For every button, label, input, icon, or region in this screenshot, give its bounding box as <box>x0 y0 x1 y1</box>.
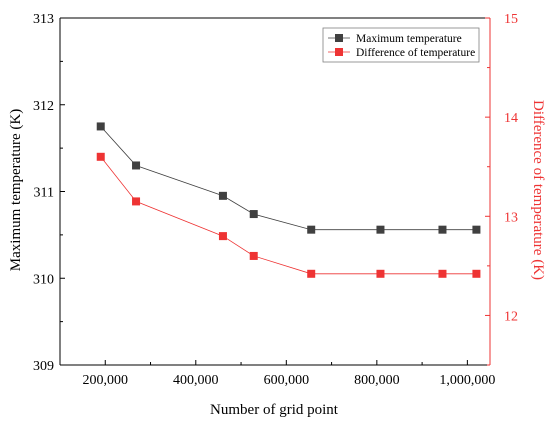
x-tick-label: 200,000 <box>83 373 129 388</box>
series-line-difference-of-temperature <box>100 156 477 275</box>
x-axis-title: Number of grid point <box>210 402 339 418</box>
data-point <box>249 210 258 219</box>
y-left-tick-label: 309 <box>33 359 54 374</box>
legend-box <box>322 27 480 63</box>
data-point <box>218 191 227 200</box>
y-axis-right: 12 13 14 15 <box>485 12 518 366</box>
y-axis-left: 309 310 311 312 313 <box>33 12 65 374</box>
x-tick-label: 1,000,000 <box>439 373 495 388</box>
y-left-tick-label: 313 <box>33 12 54 27</box>
legend-label: Maximum temperature <box>356 33 462 45</box>
plot-area <box>59 17 491 366</box>
data-point <box>376 225 385 234</box>
legend: Maximum temperature Difference of temper… <box>322 27 480 63</box>
data-point <box>307 225 316 234</box>
data-point <box>96 152 105 161</box>
data-point <box>438 225 447 234</box>
data-point <box>376 269 385 278</box>
y-right-tick-label: 15 <box>504 12 518 27</box>
y-right-tick-label: 13 <box>504 210 518 225</box>
data-point <box>132 161 141 170</box>
data-point <box>218 232 227 241</box>
x-tick-label: 600,000 <box>264 373 310 388</box>
data-point <box>438 269 447 278</box>
data-point <box>472 269 481 278</box>
legend-marker <box>335 48 343 56</box>
data-point <box>96 122 105 131</box>
x-tick-label: 800,000 <box>354 373 400 388</box>
legend-label: Difference of temperature <box>356 47 475 59</box>
legend-entry-maximum-temperature: Maximum temperature <box>328 33 462 45</box>
y-axis-right-title: Difference of temperature (K) <box>530 100 546 280</box>
y-right-tick-label: 14 <box>504 111 518 126</box>
y-left-tick-label: 310 <box>33 272 54 287</box>
data-point <box>249 251 258 260</box>
legend-entry-difference-of-temperature: Difference of temperature <box>328 47 475 59</box>
series-layer <box>96 122 481 278</box>
legend-marker <box>335 34 343 42</box>
data-point <box>472 225 481 234</box>
series-line-maximum-temperature <box>100 126 477 231</box>
y-left-tick-label: 311 <box>34 186 54 201</box>
y-right-tick-label: 12 <box>504 309 518 324</box>
data-point <box>132 197 141 206</box>
y-left-tick-label: 312 <box>33 99 54 114</box>
y-axis-left-title: Maximum temperature (K) <box>8 109 24 271</box>
data-point <box>307 269 316 278</box>
x-axis: 200,000 400,000 600,000 800,000 1,000,000 <box>59 360 495 388</box>
x-tick-label: 400,000 <box>173 373 219 388</box>
